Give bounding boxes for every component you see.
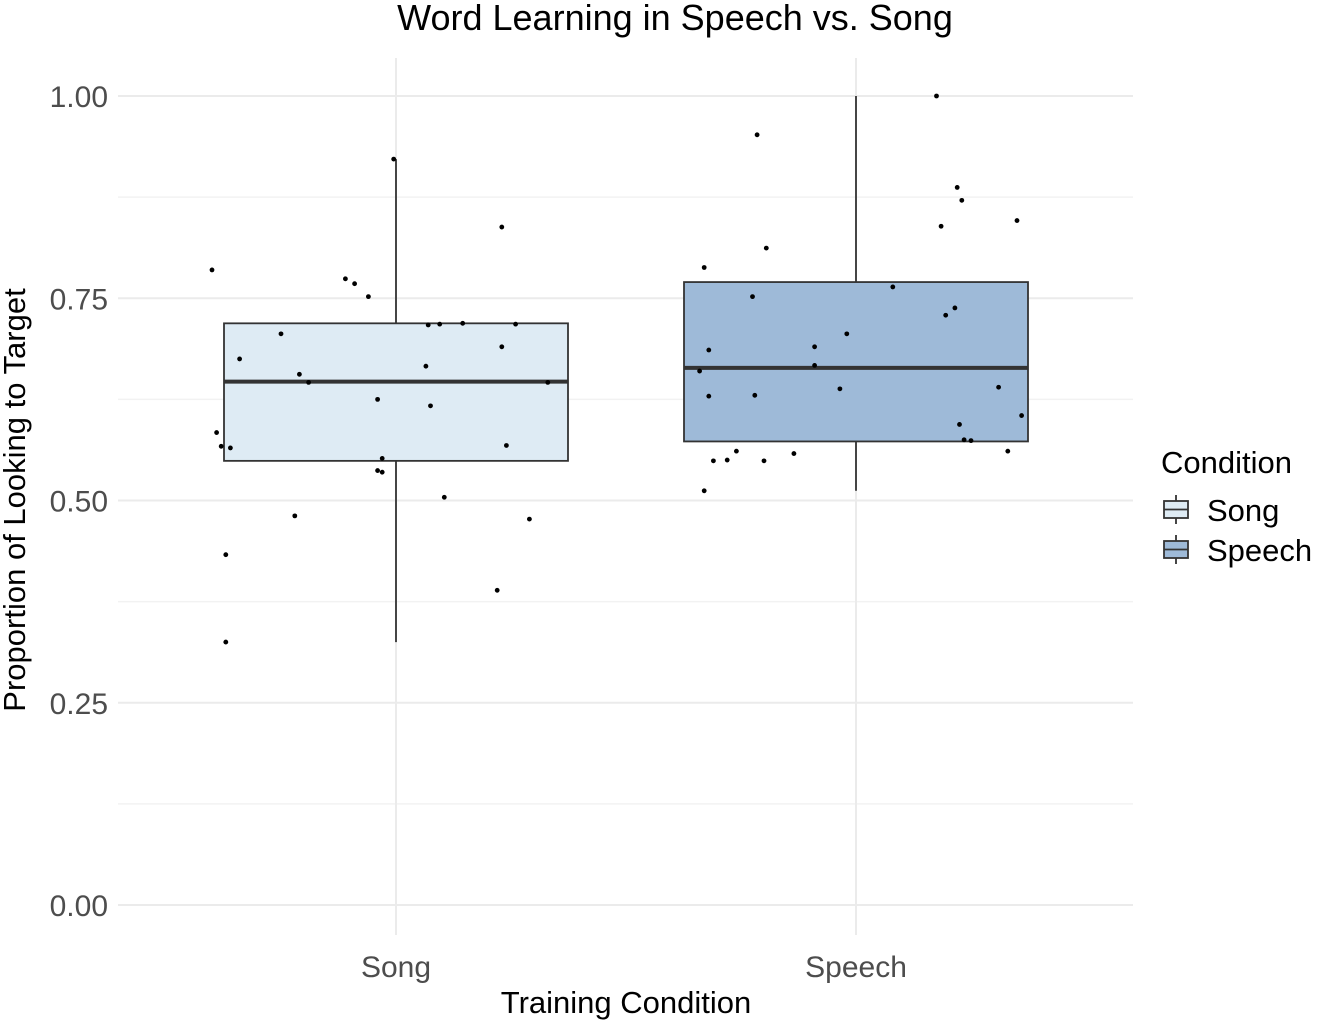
data-point	[954, 185, 960, 190]
data-point	[297, 371, 302, 377]
data-point	[366, 294, 371, 300]
iqr-box	[223, 322, 569, 462]
data-point	[209, 267, 215, 273]
data-point	[968, 438, 974, 444]
data-point	[996, 384, 1001, 390]
legend-title: Condition	[1161, 445, 1292, 480]
data-point	[706, 393, 712, 399]
data-point	[752, 392, 758, 398]
data-point	[499, 344, 505, 350]
x-tick-label: Speech	[805, 951, 907, 984]
data-point	[812, 362, 817, 368]
x-tick-label: Song	[361, 951, 431, 984]
data-point	[343, 276, 348, 282]
data-point	[223, 552, 229, 558]
data-point	[379, 469, 385, 475]
legend: Condition Song Speech	[1161, 445, 1312, 568]
data-point	[890, 284, 896, 290]
data-point	[375, 396, 380, 402]
data-point	[428, 403, 433, 409]
data-point	[750, 294, 755, 300]
y-tick-label: 0.75	[50, 283, 108, 316]
data-point	[391, 156, 397, 162]
data-point	[228, 445, 233, 451]
data-point	[724, 457, 730, 463]
data-point	[938, 223, 944, 229]
y-tick-label: 0.50	[50, 486, 108, 519]
data-point	[504, 443, 509, 448]
data-point	[761, 458, 767, 464]
data-point	[423, 363, 429, 369]
legend-label: Speech	[1207, 533, 1312, 568]
data-point	[943, 312, 949, 318]
data-point	[844, 331, 850, 337]
data-point	[460, 320, 466, 326]
data-point	[701, 265, 707, 270]
data-point	[425, 322, 431, 328]
y-tick-label: 0.25	[50, 688, 108, 721]
data-point	[791, 451, 797, 456]
data-point	[223, 639, 229, 645]
data-point	[379, 456, 385, 461]
y-axis-title: Proportion of Looking to Target	[0, 288, 32, 712]
data-point	[697, 368, 702, 374]
data-point	[754, 132, 760, 138]
data-point	[494, 587, 500, 593]
legend-item-speech: Speech	[1163, 533, 1312, 568]
data-point	[441, 494, 447, 500]
data-point	[957, 422, 962, 427]
chart-title: Word Learning in Speech vs. Song	[397, 0, 953, 38]
data-point	[306, 379, 311, 385]
x-tick-labels: Song Speech	[361, 951, 907, 984]
data-point	[437, 321, 443, 327]
data-point	[961, 437, 967, 443]
data-point	[513, 321, 518, 327]
data-point	[934, 93, 939, 99]
data-point	[237, 356, 243, 362]
iqr-box	[683, 281, 1029, 443]
data-point	[734, 448, 739, 454]
data-point	[352, 281, 357, 287]
box-song	[223, 159, 569, 643]
y-tick-label: 0.00	[50, 890, 108, 923]
boxes	[223, 96, 1029, 643]
data-point	[952, 305, 958, 311]
y-tick-label: 1.00	[50, 81, 108, 114]
data-point	[701, 488, 707, 494]
data-point	[711, 458, 716, 464]
data-point	[375, 468, 380, 473]
data-point	[527, 516, 532, 522]
data-point	[278, 331, 284, 337]
box-speech	[683, 96, 1029, 491]
legend-label: Song	[1207, 493, 1279, 528]
data-point	[545, 379, 551, 385]
data-point	[812, 344, 817, 350]
data-point	[218, 443, 224, 449]
legend-item-song: Song	[1163, 493, 1279, 528]
data-point	[1014, 218, 1020, 223]
data-point	[1005, 448, 1011, 454]
data-point	[499, 224, 505, 230]
data-point	[837, 386, 843, 392]
y-tick-labels: 0.00 0.25 0.50 0.75 1.00	[50, 81, 108, 923]
data-point	[214, 430, 220, 435]
data-point	[706, 347, 712, 353]
data-point	[292, 513, 298, 519]
jitter-points	[209, 93, 1024, 645]
data-point	[1019, 413, 1024, 418]
grid	[118, 58, 1133, 935]
data-point	[763, 245, 769, 251]
data-point	[959, 197, 965, 203]
x-axis-title: Training Condition	[501, 985, 751, 1020]
